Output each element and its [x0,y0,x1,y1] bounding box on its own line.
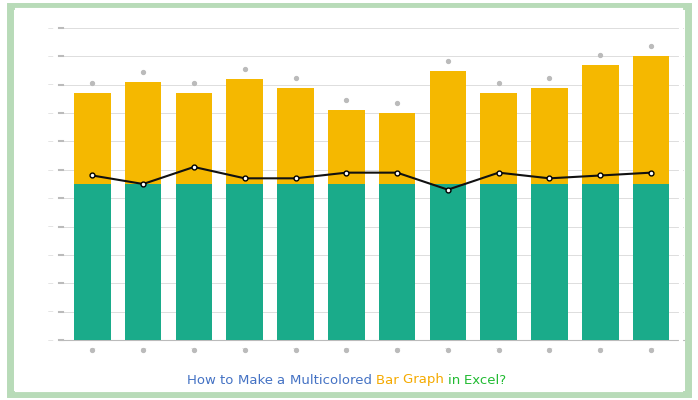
Text: Excel?: Excel? [464,374,511,386]
Bar [176,93,212,184]
Text: How: How [187,374,221,386]
Bar [531,184,567,340]
Bar [74,184,110,340]
Bar [429,70,466,184]
Text: to: to [221,374,238,386]
Bar [74,93,110,184]
Bar [277,88,314,184]
Bar [226,184,263,340]
Bar [582,184,618,340]
Bar [379,113,415,184]
Bar [226,79,263,184]
Text: in: in [448,374,464,386]
Bar [531,88,567,184]
Bar [379,184,415,340]
Bar [328,110,364,184]
Text: Multicolored: Multicolored [290,374,376,386]
Bar [328,184,364,340]
Bar [125,82,161,184]
Bar [582,65,618,184]
Text: Graph: Graph [403,374,448,386]
Bar [125,184,161,340]
Text: a: a [277,374,290,386]
Text: Make: Make [238,374,277,386]
Bar [176,184,212,340]
Bar [429,184,466,340]
Bar [633,184,669,340]
Bar [277,184,314,340]
Bar [633,56,669,184]
Bar [480,93,517,184]
Bar [480,184,517,340]
Text: Bar: Bar [376,374,403,386]
